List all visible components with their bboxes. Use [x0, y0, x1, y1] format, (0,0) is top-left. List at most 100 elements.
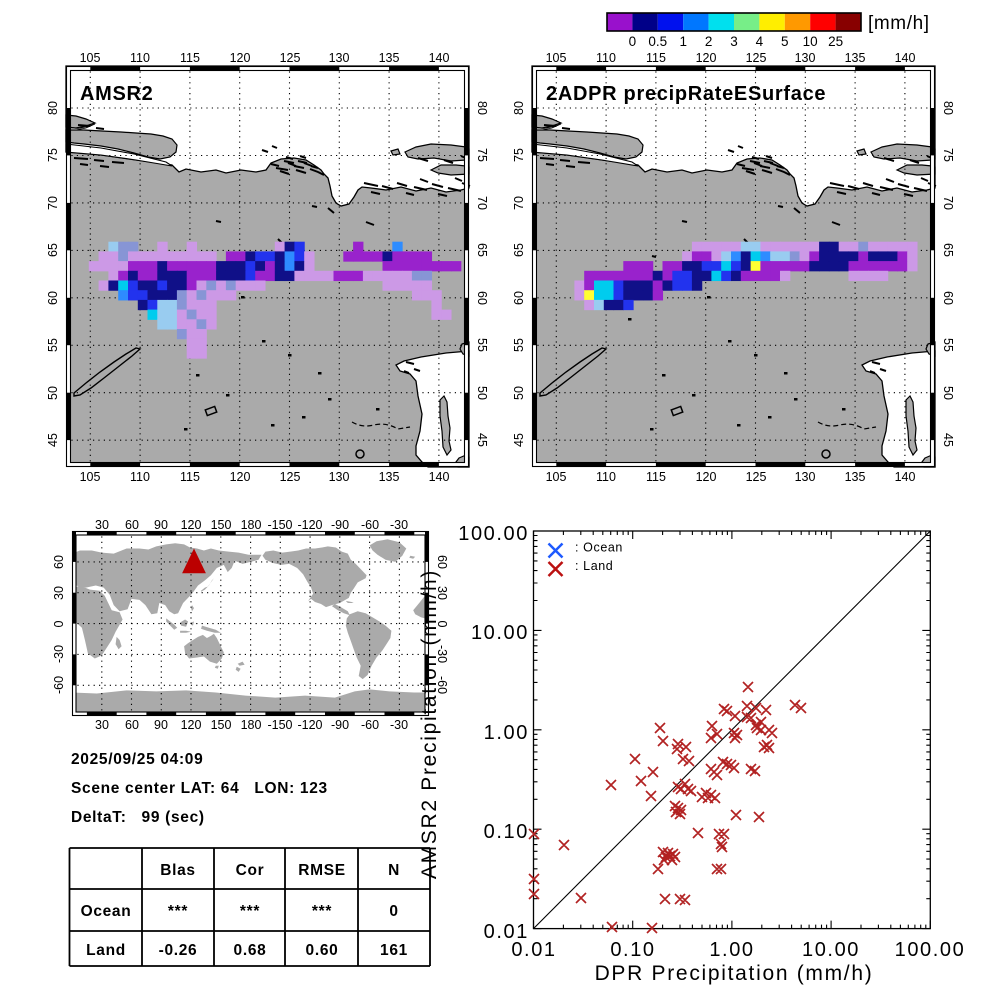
svg-text:: Ocean: : Ocean: [575, 541, 623, 555]
svg-text:30: 30: [95, 518, 109, 532]
svg-text:105: 105: [80, 470, 101, 484]
svg-text:55: 55: [475, 338, 489, 352]
svg-text:110: 110: [130, 470, 150, 484]
svg-text:80: 80: [512, 101, 526, 115]
svg-text:80: 80: [475, 101, 489, 115]
svg-text:0.01: 0.01: [511, 939, 556, 961]
svg-text:0: 0: [52, 620, 66, 627]
svg-text:10.00: 10.00: [471, 622, 529, 644]
svg-text:60: 60: [435, 555, 449, 569]
svg-text:115: 115: [180, 470, 200, 484]
svg-text:10.00: 10.00: [802, 939, 860, 961]
svg-text:-120: -120: [297, 718, 322, 732]
svg-text:80: 80: [941, 101, 955, 115]
svg-text:25: 25: [828, 34, 843, 49]
svg-text:115: 115: [646, 470, 666, 484]
svg-text:DPR Precipitation (mm/h): DPR Precipitation (mm/h): [595, 962, 874, 985]
svg-text:-30: -30: [435, 645, 449, 663]
svg-text:60: 60: [46, 291, 60, 305]
svg-text:10: 10: [803, 34, 818, 49]
svg-text:120: 120: [230, 470, 251, 484]
svg-text:140: 140: [895, 51, 916, 65]
svg-text:0.68: 0.68: [234, 942, 267, 959]
svg-text:110: 110: [596, 470, 616, 484]
svg-text:135: 135: [379, 470, 400, 484]
svg-text:120: 120: [181, 718, 202, 732]
svg-text:70: 70: [475, 196, 489, 210]
svg-text:-120: -120: [297, 518, 322, 532]
svg-text:180: 180: [241, 518, 262, 532]
svg-text:125: 125: [280, 51, 301, 65]
svg-text:3: 3: [730, 34, 738, 49]
svg-text:0.01: 0.01: [484, 921, 529, 943]
svg-text:70: 70: [512, 196, 526, 210]
svg-text:110: 110: [596, 51, 616, 65]
svg-text:-150: -150: [267, 518, 292, 532]
svg-text:50: 50: [941, 386, 955, 400]
svg-text:1.00: 1.00: [709, 939, 754, 961]
svg-text:161: 161: [380, 942, 408, 959]
svg-text:65: 65: [46, 243, 60, 257]
svg-text:30: 30: [95, 718, 109, 732]
svg-text:50: 50: [46, 386, 60, 400]
svg-text:45: 45: [475, 433, 489, 447]
svg-text:0.10: 0.10: [484, 821, 529, 843]
svg-text:130: 130: [329, 51, 350, 65]
svg-text:70: 70: [46, 196, 60, 210]
svg-text:50: 50: [512, 386, 526, 400]
svg-text:130: 130: [795, 470, 816, 484]
svg-text:75: 75: [512, 148, 526, 162]
svg-text:-30: -30: [390, 518, 408, 532]
svg-text:Blas: Blas: [160, 862, 195, 879]
svg-text:55: 55: [512, 338, 526, 352]
svg-text:***: ***: [312, 903, 332, 920]
svg-text:RMSE: RMSE: [298, 862, 346, 879]
svg-text:65: 65: [512, 243, 526, 257]
svg-text:105: 105: [546, 51, 567, 65]
svg-text:0: 0: [435, 621, 449, 628]
svg-text:60: 60: [52, 555, 66, 569]
svg-text:60: 60: [475, 291, 489, 305]
svg-text:1.00: 1.00: [484, 722, 529, 744]
svg-text:135: 135: [845, 470, 866, 484]
svg-text:0.60: 0.60: [306, 942, 339, 959]
svg-text:120: 120: [696, 470, 717, 484]
svg-text:***: ***: [240, 903, 260, 920]
svg-text:0: 0: [629, 34, 637, 49]
svg-text:75: 75: [941, 148, 955, 162]
svg-text:130: 130: [329, 470, 350, 484]
svg-text:75: 75: [46, 148, 60, 162]
svg-text:110: 110: [130, 51, 150, 65]
svg-text:120: 120: [696, 51, 717, 65]
svg-text:140: 140: [429, 51, 450, 65]
svg-text:125: 125: [280, 470, 301, 484]
svg-text:-60: -60: [435, 676, 449, 694]
svg-text:115: 115: [180, 51, 200, 65]
svg-text:30: 30: [435, 586, 449, 600]
svg-text:-0.26: -0.26: [159, 942, 198, 959]
svg-text:Scene center LAT: 64 LON: 12: Scene center LAT: 64 LON: 123: [71, 780, 328, 797]
svg-text:-30: -30: [390, 718, 408, 732]
svg-text:0.10: 0.10: [610, 939, 655, 961]
svg-text:Ocean: Ocean: [81, 903, 132, 920]
svg-text:105: 105: [80, 51, 101, 65]
svg-text:45: 45: [941, 433, 955, 447]
svg-text:-60: -60: [361, 718, 379, 732]
svg-text:0: 0: [389, 903, 398, 920]
svg-text:180: 180: [241, 718, 262, 732]
svg-text:105: 105: [546, 470, 567, 484]
svg-text:2025/09/25 04:09: 2025/09/25 04:09: [71, 751, 203, 768]
svg-text:***: ***: [168, 903, 188, 920]
svg-text:150: 150: [211, 718, 232, 732]
svg-text:50: 50: [475, 386, 489, 400]
svg-text:DeltaT: 99 (sec): DeltaT: 99 (sec): [71, 809, 205, 826]
svg-text:-90: -90: [331, 718, 349, 732]
svg-text:1: 1: [679, 34, 687, 49]
svg-text:125: 125: [746, 51, 767, 65]
svg-text:0.5: 0.5: [648, 34, 667, 49]
svg-text:45: 45: [512, 433, 526, 447]
svg-text:90: 90: [154, 718, 168, 732]
svg-text:55: 55: [941, 338, 955, 352]
svg-text:140: 140: [429, 470, 450, 484]
svg-text:-60: -60: [361, 518, 379, 532]
